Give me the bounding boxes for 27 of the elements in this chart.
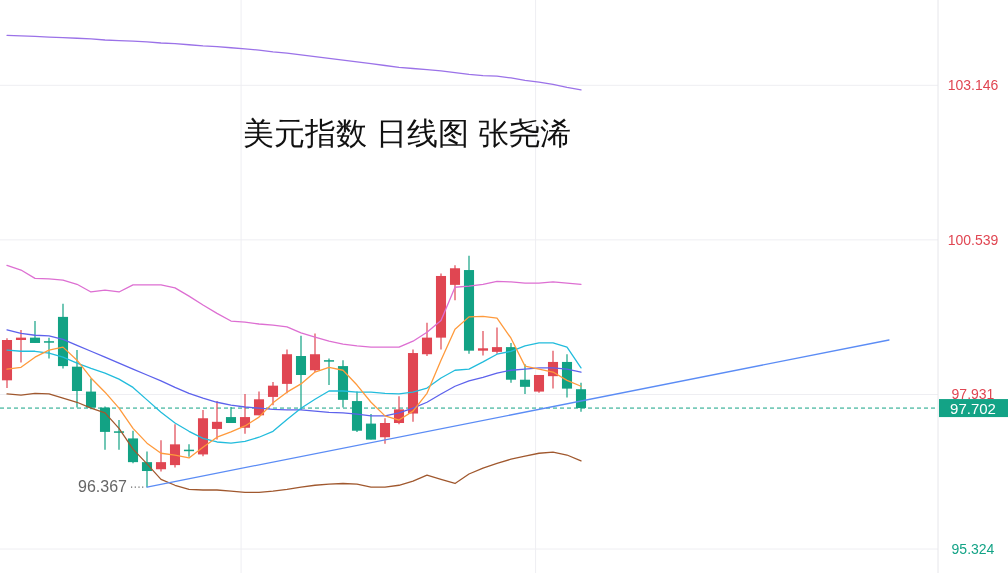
candlestick — [365, 413, 377, 441]
candlestick — [323, 357, 335, 386]
candlestick — [309, 332, 321, 373]
y-tick-label: 103.146 — [947, 77, 999, 94]
text: 美元指数 日线图 张尧浠 — [243, 116, 571, 151]
candlestick — [449, 264, 461, 301]
line-series — [6, 264, 582, 348]
candlestick — [43, 337, 55, 359]
candlestick — [421, 322, 433, 357]
candlestick — [295, 335, 307, 411]
annotation: 96.367 — [78, 478, 128, 496]
candlestick — [29, 320, 41, 344]
y-tick-label: 100.539 — [947, 231, 999, 248]
candlestick — [379, 417, 391, 445]
candlestick — [155, 439, 167, 473]
line-series — [6, 342, 582, 444]
candlestick — [169, 423, 181, 469]
line-series — [6, 34, 582, 91]
line-series — [6, 392, 582, 494]
candlestick — [519, 363, 531, 395]
candlestick — [211, 400, 223, 441]
candlestick — [267, 381, 279, 406]
candlestick — [491, 326, 503, 355]
candlestick — [477, 330, 489, 357]
candlestick — [113, 419, 125, 451]
candlestick — [127, 430, 139, 464]
y-tick-label: 95.324 — [951, 541, 995, 558]
